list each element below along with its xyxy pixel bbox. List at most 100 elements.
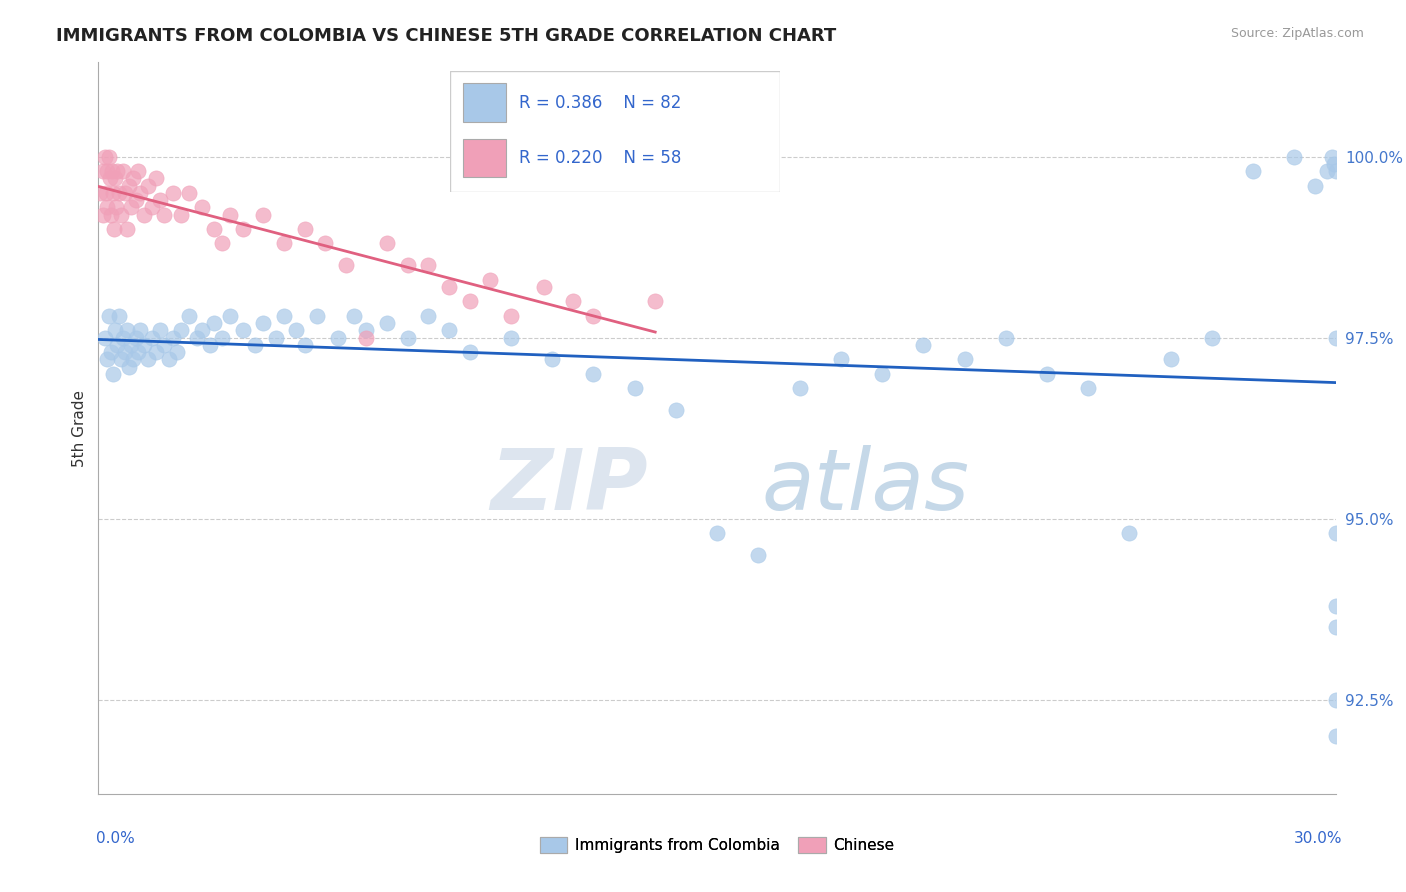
Point — [153, 207, 176, 221]
Point — [232, 222, 254, 236]
Point — [114, 186, 136, 200]
Point — [186, 331, 208, 345]
Point — [273, 309, 295, 323]
Point — [190, 323, 212, 337]
Point — [141, 200, 163, 214]
Point — [157, 352, 180, 367]
Text: atlas: atlas — [762, 445, 970, 528]
Point — [198, 338, 221, 352]
Point — [124, 331, 146, 345]
Point — [153, 338, 176, 352]
Point — [162, 186, 184, 200]
Point — [124, 193, 146, 207]
Point — [114, 345, 136, 359]
Point — [533, 280, 555, 294]
Point — [202, 316, 225, 330]
Point — [101, 367, 124, 381]
Point — [127, 164, 149, 178]
Point — [830, 352, 852, 367]
Point — [305, 309, 328, 323]
Point — [356, 323, 378, 337]
Point — [1324, 164, 1347, 178]
Point — [1320, 150, 1343, 164]
Text: Source: ZipAtlas.com: Source: ZipAtlas.com — [1230, 27, 1364, 40]
Point — [108, 186, 131, 200]
Point — [170, 207, 193, 221]
Point — [190, 200, 212, 214]
Point — [458, 345, 481, 359]
Point — [96, 352, 118, 367]
Point — [94, 186, 117, 200]
Point — [91, 207, 114, 221]
Point — [211, 331, 233, 345]
Point — [128, 186, 150, 200]
Point — [98, 171, 121, 186]
Point — [294, 222, 316, 236]
Point — [499, 309, 522, 323]
Point — [112, 331, 135, 345]
Point — [1284, 150, 1306, 164]
Point — [110, 352, 132, 367]
Point — [202, 222, 225, 236]
Point — [273, 236, 295, 251]
Point — [100, 345, 122, 359]
Point — [145, 345, 167, 359]
Text: ZIP: ZIP — [489, 445, 647, 528]
Text: R = 0.386    N = 82: R = 0.386 N = 82 — [519, 94, 682, 112]
Point — [89, 186, 111, 200]
Point — [252, 316, 274, 330]
Point — [112, 164, 135, 178]
Point — [104, 323, 127, 337]
Point — [117, 323, 139, 337]
Point — [285, 323, 308, 337]
Point — [499, 331, 522, 345]
Point — [375, 236, 398, 251]
Point — [141, 331, 163, 345]
Point — [149, 323, 172, 337]
Point — [104, 171, 127, 186]
Point — [219, 207, 242, 221]
Point — [105, 164, 128, 178]
Point — [103, 222, 125, 236]
FancyBboxPatch shape — [463, 84, 506, 122]
Point — [232, 323, 254, 337]
Point — [479, 273, 502, 287]
Point — [97, 309, 120, 323]
Point — [623, 381, 645, 395]
Point — [1201, 331, 1223, 345]
Point — [644, 294, 666, 309]
Point — [117, 222, 139, 236]
Point — [122, 171, 145, 186]
Point — [219, 309, 242, 323]
Y-axis label: 5th Grade: 5th Grade — [72, 390, 87, 467]
FancyBboxPatch shape — [463, 139, 506, 178]
Point — [1323, 157, 1346, 171]
Text: IMMIGRANTS FROM COLOMBIA VS CHINESE 5TH GRADE CORRELATION CHART: IMMIGRANTS FROM COLOMBIA VS CHINESE 5TH … — [56, 27, 837, 45]
Point — [243, 338, 266, 352]
Point — [128, 323, 150, 337]
Point — [418, 309, 440, 323]
Point — [136, 178, 159, 193]
Point — [1077, 381, 1099, 395]
Point — [1324, 526, 1347, 541]
Point — [105, 338, 128, 352]
Point — [314, 236, 336, 251]
Point — [93, 150, 115, 164]
Point — [132, 338, 155, 352]
Point — [356, 331, 378, 345]
Point — [170, 323, 193, 337]
Point — [101, 186, 124, 200]
Point — [294, 338, 316, 352]
Point — [132, 207, 155, 221]
Point — [93, 164, 115, 178]
Point — [335, 258, 357, 272]
Point — [118, 359, 141, 374]
Point — [582, 367, 605, 381]
Point — [375, 316, 398, 330]
Point — [706, 526, 728, 541]
Point — [912, 338, 935, 352]
Point — [1324, 331, 1347, 345]
Point — [396, 331, 419, 345]
Point — [120, 338, 142, 352]
Point — [104, 200, 127, 214]
